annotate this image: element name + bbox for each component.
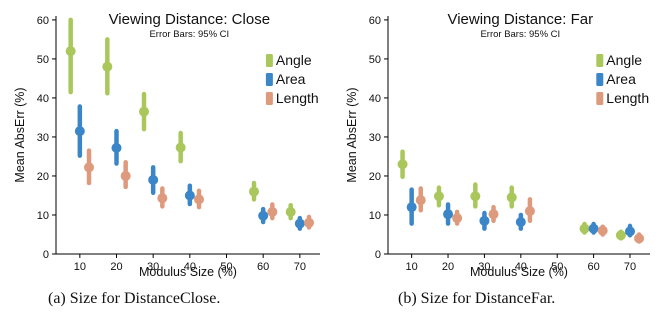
x-tick-label: 30 (147, 261, 159, 273)
mean-point-area (184, 190, 195, 201)
legend-label-angle: Angle (606, 52, 642, 68)
legend-swatch-length (596, 92, 604, 105)
mean-point-length (120, 170, 131, 181)
mean-point-angle (397, 159, 408, 170)
legend-swatch-angle (265, 54, 273, 67)
y-tick-label: 10 (369, 210, 381, 222)
mean-point-length (488, 209, 499, 220)
mean-point-length (194, 194, 204, 205)
legend-label-length: Length (606, 90, 649, 106)
mean-point-area (406, 202, 417, 213)
legend-swatch-angle (596, 54, 604, 67)
x-tick-label: 10 (74, 261, 86, 273)
y-tick-label: 60 (37, 15, 49, 27)
mean-point-angle (506, 192, 517, 203)
mean-point-angle (249, 186, 259, 197)
legend-label-length: Length (276, 90, 319, 106)
mean-point-angle (579, 223, 590, 234)
y-tick-label: 40 (37, 93, 49, 105)
mean-point-area (479, 215, 490, 226)
mean-point-angle (139, 106, 149, 117)
legend-label-area: Area (606, 71, 636, 87)
mean-point-angle (433, 191, 444, 202)
mean-point-area (294, 218, 305, 229)
mean-point-length (415, 195, 426, 206)
legend-swatch-area (265, 73, 273, 86)
y-tick-label: 30 (369, 132, 381, 144)
y-tick-label: 0 (43, 249, 49, 261)
mean-point-angle (175, 142, 186, 153)
mean-point-angle (102, 61, 113, 72)
y-tick-label: 50 (37, 54, 49, 66)
mean-point-area (443, 209, 454, 220)
x-tick-label: 40 (515, 261, 527, 273)
mean-point-angle (65, 46, 76, 57)
chart-panel-far: 0 10 20 30 40 50 60 10 20 30 40 50 60 70 Modulus Size … (345, 11, 650, 279)
x-tick-label: 10 (406, 261, 418, 273)
mean-point-area (111, 142, 122, 153)
y-tick-label: 30 (37, 132, 49, 144)
mean-point-area (74, 126, 85, 137)
chart-panel-close: 0 10 20 30 40 50 60 10 20 30 40 50 60 70 Modulus Size … (13, 11, 320, 279)
y-tick-label: 60 (369, 15, 381, 27)
x-axis-label: Modulus Size (%) (470, 265, 568, 279)
caption-far: (b) Size for DistanceFar. (398, 290, 556, 307)
y-axis-label: Mean AbsErr (%) (13, 87, 27, 182)
x-tick-label: 70 (294, 261, 306, 273)
y-tick-label: 10 (37, 210, 49, 222)
mean-point-angle (470, 191, 481, 202)
chart-subtitle: Error Bars: 95% CI (149, 29, 229, 40)
chart-title: Viewing Distance: Far (447, 11, 593, 28)
mean-point-angle (285, 206, 296, 217)
mean-point-area (148, 174, 159, 185)
y-tick-label: 0 (375, 249, 381, 261)
y-tick-label: 20 (369, 171, 381, 183)
mean-point-length (84, 162, 94, 173)
caption-close: (a) Size for DistanceClose. (48, 290, 221, 307)
mean-point-length (304, 217, 314, 228)
x-tick-label: 50 (551, 261, 563, 273)
mean-point-length (524, 206, 535, 217)
mean-point-length (452, 213, 463, 224)
x-tick-label: 20 (442, 261, 454, 273)
y-tick-label: 20 (37, 171, 49, 183)
x-tick-label: 70 (624, 261, 636, 273)
mean-point-length (267, 206, 278, 217)
mean-point-length (597, 225, 608, 236)
chart-subtitle: Error Bars: 95% CI (480, 29, 560, 40)
legend-label-area: Area (276, 71, 306, 87)
x-tick-label: 50 (220, 261, 232, 273)
mean-point-area (588, 223, 599, 234)
chart-title: Viewing Distance: Close (109, 11, 270, 28)
legend-label-angle: Angle (276, 52, 312, 68)
x-tick-label: 30 (478, 261, 490, 273)
mean-point-angle (615, 230, 626, 241)
x-tick-label: 60 (257, 261, 269, 273)
y-tick-label: 40 (369, 93, 381, 105)
x-tick-label: 20 (110, 261, 122, 273)
x-tick-label: 60 (587, 261, 599, 273)
legend-swatch-area (596, 73, 604, 86)
mean-point-area (515, 217, 526, 228)
x-tick-label: 40 (184, 261, 196, 273)
mean-point-area (258, 210, 269, 221)
mean-point-area (624, 226, 635, 237)
y-tick-label: 50 (369, 54, 381, 66)
x-axis-label: Modulus Size (%) (139, 265, 237, 279)
y-axis-label: Mean AbsErr (%) (345, 87, 359, 182)
legend-swatch-length (265, 92, 273, 105)
mean-point-length (157, 193, 168, 204)
mean-point-length (634, 233, 645, 244)
